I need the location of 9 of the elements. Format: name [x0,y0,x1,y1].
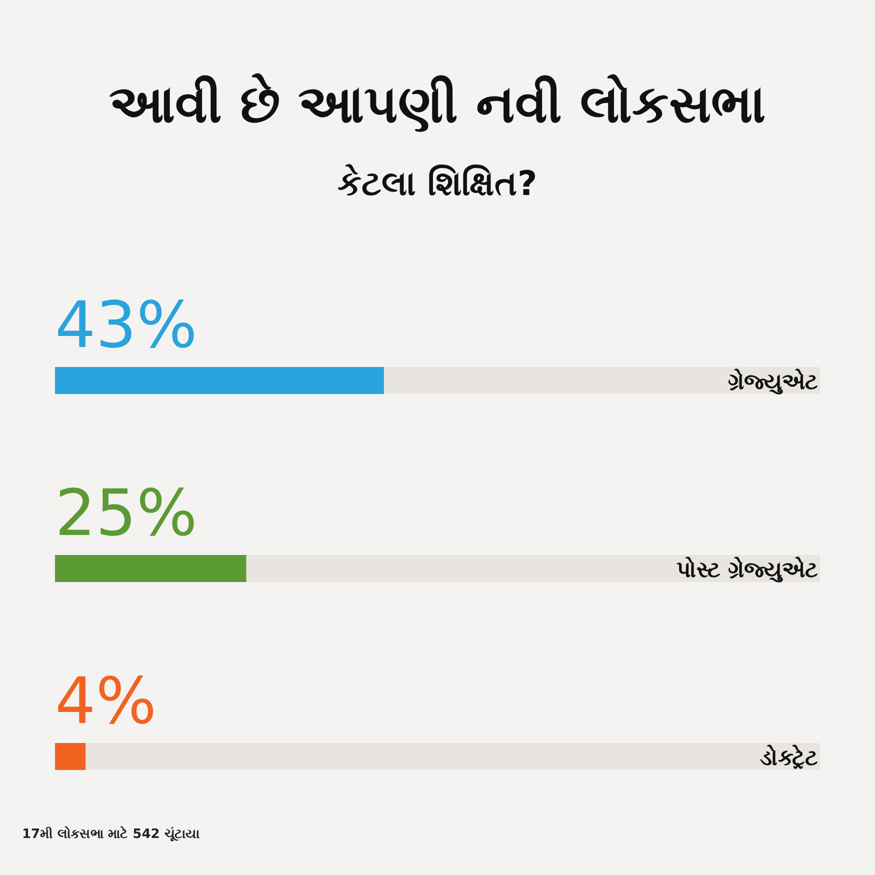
data-label: 43% [55,289,198,363]
y-tick-label: ડોક્ટ્રેટ [760,744,818,771]
y-tick-label: ગ્રેજ્યુએટ [728,368,818,395]
annotation: 17મી લોકસભા માટે 542 ચૂંટાયા [22,825,200,843]
data-label: 4% [55,665,157,739]
chart-subtitle: કેટલા શિક્ષિત? [338,163,538,204]
chart-title: આવી છે આપણી નવી લોકસભા [108,73,766,135]
y-tick-label: પોસ્ટ ગ્રેજ્યુએટ [676,556,818,583]
data-label: 25% [55,477,198,551]
